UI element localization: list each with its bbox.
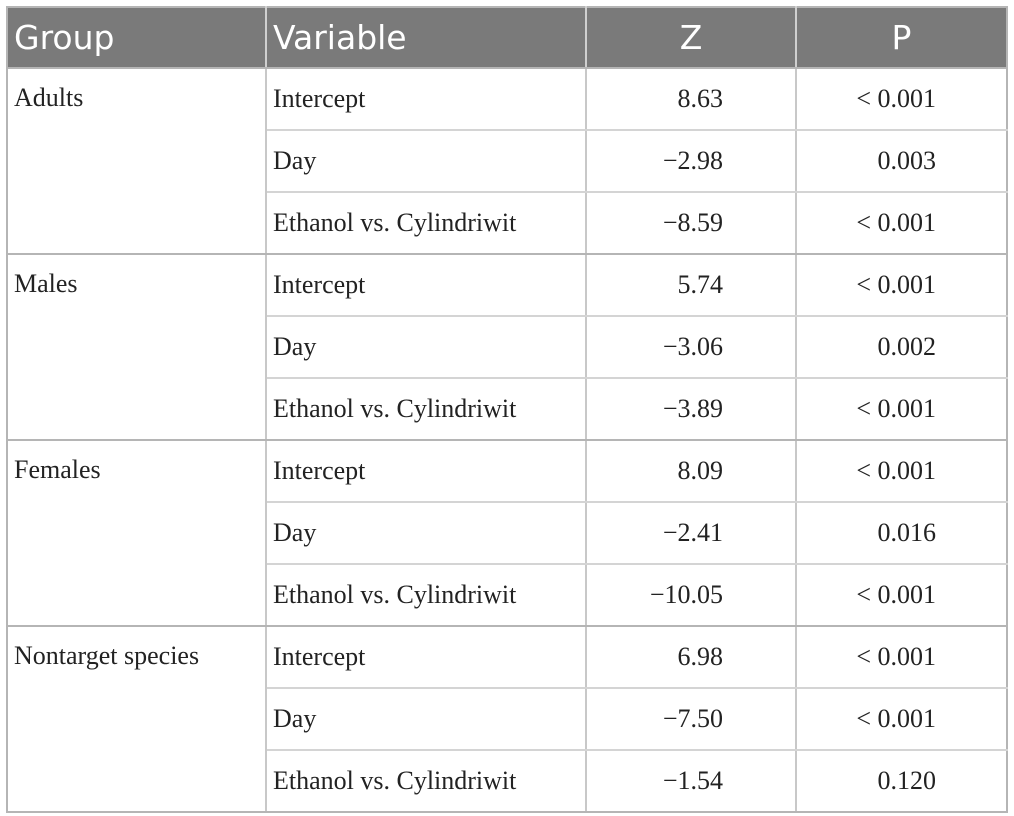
z-cell: 5.74 (586, 254, 797, 317)
p-cell: < 0.001 (796, 440, 1007, 503)
z-cell: −3.89 (586, 378, 797, 441)
table-row: Ethanol vs. Cylindriwit −10.05 < 0.001 (7, 564, 1007, 627)
z-cell: −7.50 (586, 688, 797, 751)
group-cell-males: Males (7, 254, 267, 441)
table-row: Ethanol vs. Cylindriwit −8.59 < 0.001 (7, 192, 1007, 255)
variable-cell: Intercept (266, 254, 587, 317)
variable-cell: Day (266, 130, 587, 193)
p-cell: 0.016 (796, 502, 1007, 565)
table-row: Day −2.41 0.016 (7, 502, 1007, 565)
group-cell-adults: Adults (7, 68, 267, 255)
header-row: Group Variable Z P (7, 7, 1007, 69)
z-cell: 8.63 (586, 68, 797, 131)
group-cell-nontarget-species: Nontarget species (7, 626, 267, 813)
z-cell: −3.06 (586, 316, 797, 379)
table-header: Group Variable Z P (7, 7, 1007, 69)
z-cell: −10.05 (586, 564, 797, 627)
p-cell: < 0.001 (796, 688, 1007, 751)
group-cell-females: Females (7, 440, 267, 627)
p-cell: < 0.001 (796, 564, 1007, 627)
z-cell: −2.41 (586, 502, 797, 565)
table-row: Ethanol vs. Cylindriwit −3.89 < 0.001 (7, 378, 1007, 441)
table-row: Day −2.98 0.003 (7, 130, 1007, 193)
p-cell: < 0.001 (796, 378, 1007, 441)
table-row: Adults Intercept 8.63 < 0.001 (7, 68, 1007, 255)
results-table: Group Variable Z P Adults Intercept 8.63… (6, 6, 1008, 813)
z-cell: −8.59 (586, 192, 797, 255)
z-cell: 8.09 (586, 440, 797, 503)
p-cell: < 0.001 (796, 626, 1007, 689)
p-cell: < 0.001 (796, 254, 1007, 317)
header-p: P (796, 7, 1007, 69)
header-variable: Variable (266, 7, 587, 69)
p-cell: 0.120 (796, 750, 1007, 813)
variable-cell: Intercept (266, 440, 587, 503)
header-z: Z (586, 7, 797, 69)
table-row: Males Intercept 5.74 < 0.001 (7, 254, 1007, 441)
table-row: Ethanol vs. Cylindriwit −1.54 0.120 (7, 750, 1007, 813)
table-row: Females Intercept 8.09 < 0.001 (7, 440, 1007, 627)
table-body: Adults Intercept 8.63 < 0.001 Day −2.98 … (7, 68, 1007, 813)
variable-cell: Day (266, 316, 587, 379)
header-group: Group (7, 7, 267, 69)
table-row: Nontarget species Intercept 6.98 < 0.001 (7, 626, 1007, 813)
z-cell: −1.54 (586, 750, 797, 813)
variable-cell: Day (266, 502, 587, 565)
p-cell: < 0.001 (796, 68, 1007, 131)
p-cell: < 0.001 (796, 192, 1007, 255)
p-cell: 0.003 (796, 130, 1007, 193)
table-row: Day −3.06 0.002 (7, 316, 1007, 379)
variable-cell: Ethanol vs. Cylindriwit (266, 192, 587, 255)
z-cell: 6.98 (586, 626, 797, 689)
table-row: Day −7.50 < 0.001 (7, 688, 1007, 751)
p-cell: 0.002 (796, 316, 1007, 379)
variable-cell: Ethanol vs. Cylindriwit (266, 750, 587, 813)
variable-cell: Intercept (266, 68, 587, 131)
variable-cell: Ethanol vs. Cylindriwit (266, 378, 587, 441)
variable-cell: Intercept (266, 626, 587, 689)
variable-cell: Day (266, 688, 587, 751)
variable-cell: Ethanol vs. Cylindriwit (266, 564, 587, 627)
z-cell: −2.98 (586, 130, 797, 193)
